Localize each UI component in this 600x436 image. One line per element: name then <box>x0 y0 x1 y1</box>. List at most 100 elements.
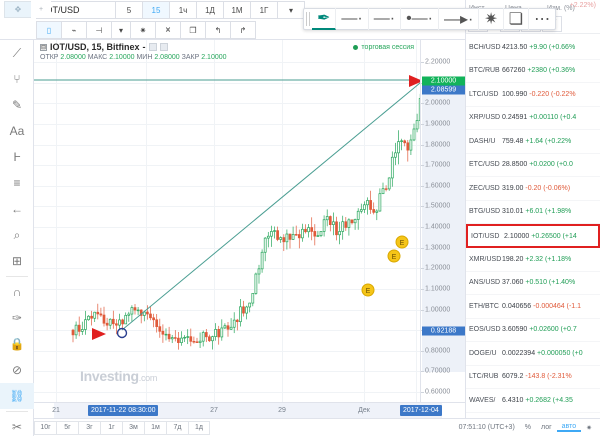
event-marker[interactable]: E <box>395 235 409 249</box>
undo-icon[interactable]: ↰ <box>205 21 231 39</box>
range-1г[interactable]: 1г <box>100 420 122 435</box>
templates-icon[interactable]: ❐ <box>180 21 206 39</box>
line-end-arrow-icon[interactable]: —▸· <box>439 8 480 30</box>
event-marker[interactable]: E <box>387 249 401 263</box>
line-style-dashed-icon[interactable]: —· <box>369 8 402 30</box>
percent-scale-button[interactable]: % <box>524 424 532 431</box>
indicators-gear-icon[interactable]: ✷ <box>130 21 156 39</box>
watchlist-row[interactable]: LTC/RUB 6079.2 -143.8 (-2.31% <box>466 366 600 389</box>
compare-icon[interactable]: ⩙ <box>155 21 181 39</box>
time-axis[interactable]: 21242729Дек3 2017-11-22 08:30:00 2017-12… <box>34 402 465 419</box>
watchlist-row[interactable]: ZEC/USD 319.00 -0.20 (-0.06%) <box>466 177 600 201</box>
cut-icon[interactable]: ✂ <box>11 420 23 434</box>
pattern-icon[interactable]: Ⱶ <box>13 150 21 164</box>
watchlist-row[interactable]: ANS/USD 37.060 +0.510 (+1.40% <box>466 272 600 295</box>
entry-anchor-point[interactable] <box>116 327 128 339</box>
line-chart-icon[interactable]: ⌁ <box>61 21 87 39</box>
last-time-badge: 2017-12-04 <box>400 405 442 416</box>
open-value: 2.08000 <box>60 54 86 61</box>
redo-icon[interactable]: ↱ <box>230 21 256 39</box>
lock-icon[interactable]: 🔒 <box>9 337 25 351</box>
chart-drawings[interactable] <box>34 40 420 402</box>
range-10г[interactable]: 10г <box>34 420 56 435</box>
chart-settings-icon[interactable]: ✷ <box>586 424 592 432</box>
range-3г[interactable]: 3г <box>78 420 100 435</box>
zoom-icon[interactable]: ⌕ <box>13 227 21 242</box>
hide-drawings-icon[interactable]: ⊘ <box>11 363 23 377</box>
watchlist-row[interactable]: DASH/U 759.48 +1.64 (+0.22% <box>466 130 600 154</box>
timeframe-15[interactable]: 15 <box>142 1 170 19</box>
entry-arrow-icon[interactable] <box>92 328 106 340</box>
watchlist-row[interactable]: BTG/USD 310.01 +6.01 (+1.98% <box>466 201 600 224</box>
sync-drawings-icon[interactable]: ⛓ <box>0 383 34 409</box>
watchlist-row[interactable]: ETC/USD 28.8500 +0.0200 (+0.0 <box>466 154 600 177</box>
watchlist-row[interactable]: LTC/USD 100.990 -0.220 (-0.22% <box>466 83 600 107</box>
target-arrow-icon[interactable] <box>409 75 420 87</box>
price-chart[interactable]: ⊟ IOT/USD, 15, Bitfinex - ОТКР 2.08000 М… <box>34 40 420 402</box>
trendline-icon[interactable]: ⟋ <box>12 45 22 60</box>
brush-icon[interactable]: ✎ <box>11 98 23 112</box>
watchlist-row[interactable]: XMR/USD 198.20 +2.32 (+1.18% <box>466 248 600 272</box>
watchlist-row[interactable]: WAVES/6.4310 +0.2682 (+4.35 <box>466 389 600 413</box>
magnet-icon[interactable]: ∩ <box>12 285 22 299</box>
legend-toggle-icon[interactable] <box>148 43 157 51</box>
line-style-solid-icon[interactable]: —· <box>336 8 369 30</box>
auto-scale-button[interactable]: авто <box>556 423 582 432</box>
settings-gear-icon[interactable]: ✷ <box>479 8 504 30</box>
arrow-icon[interactable]: ← <box>11 202 23 216</box>
range-1д[interactable]: 1д <box>188 420 210 435</box>
watchlist-row[interactable]: ETH/BTC 0.040656 -0.000464 (-1.1 <box>466 295 600 319</box>
bars-icon[interactable]: ⊣ <box>86 21 112 39</box>
timeframe-1М[interactable]: 1М <box>223 1 251 19</box>
watchlist-price: 100.990 <box>502 90 530 98</box>
watchlist-symbol: LTC/USD <box>469 90 499 98</box>
timeframe-1Г[interactable]: 1Г <box>250 1 278 19</box>
more-icon[interactable]: ⋯ <box>534 11 551 28</box>
range-1м[interactable]: 1м <box>144 420 166 435</box>
watchlist-row[interactable]: DOGE/U 0.0022394 +0.000050 (+0 <box>466 342 600 366</box>
text-icon[interactable]: Aa <box>9 124 25 138</box>
timeframe-▾[interactable]: ▾ <box>277 1 305 19</box>
price-tick-label: 1.80000 <box>425 141 451 148</box>
event-marker[interactable]: E <box>361 283 375 297</box>
timeframe-1Д[interactable]: 1Д <box>196 1 224 19</box>
legend-settings-icon[interactable] <box>159 43 168 51</box>
price-axis[interactable]: 2.20000 2.10000 2.00000 1.90000 1.80000 1.700… <box>420 40 465 402</box>
watchlist-row[interactable]: EOS/USD 3.60590 +0.02600 (+0.7 <box>466 319 600 342</box>
toolbar-drag-handle[interactable] <box>306 12 310 26</box>
pen-color-icon[interactable]: ✒ <box>312 8 337 30</box>
line-start-arrow-icon[interactable]: •—· <box>401 8 439 30</box>
range-5г[interactable]: 5г <box>56 420 78 435</box>
range-3м[interactable]: 3м <box>122 420 144 435</box>
watchlist-row[interactable]: XRP/USD 0.24591 +0.00110 (+0.4 <box>466 107 600 130</box>
timeframe-5[interactable]: 5 <box>115 1 143 19</box>
fib-levels-icon[interactable]: ≡ <box>13 176 21 190</box>
pitchfork-icon[interactable]: ⑂ <box>13 72 21 86</box>
event-markers[interactable]: E E E <box>34 40 420 402</box>
time-tick-label: 27 <box>210 407 218 414</box>
watchlist-row[interactable]: BCH/USD 4213.50 +9.90 (+0.66% <box>466 36 600 60</box>
eraser-icon[interactable]: ✑ <box>11 311 23 325</box>
watchlist-change: +1.64 (+0.22% <box>525 137 572 145</box>
log-scale-button[interactable]: лог <box>541 424 552 431</box>
trendline[interactable] <box>121 78 420 331</box>
watchlist-price: 37.060 <box>502 279 526 287</box>
chart-title-row: ⊟ IOT/USD, 15, Bitfinex - <box>40 42 227 52</box>
move-chart-icon[interactable]: ✥ <box>4 1 32 18</box>
watchlist-quote: 6.4310 +0.2682 (+4.35 <box>502 397 597 404</box>
watchlist-price: 0.040656 <box>502 302 534 310</box>
range-7д[interactable]: 7д <box>166 420 188 435</box>
measure-icon[interactable]: ⊞ <box>11 254 23 268</box>
collapse-icon[interactable]: ⊟ <box>40 43 47 51</box>
timeframe-1ч[interactable]: 1ч <box>169 1 197 19</box>
watchlist-row[interactable]: IOT/USD 2.10000 +0.26500 (+14 <box>466 224 600 248</box>
chart-type-dropdown-icon[interactable]: ▾ <box>111 21 131 39</box>
price-axis-highlight <box>422 84 465 372</box>
price-tick-label: 1.60000 <box>425 182 451 190</box>
move-dropdown-icon[interactable]: + <box>31 1 51 18</box>
price-tick-mark <box>421 309 424 311</box>
clone-icon[interactable]: ❏ <box>504 8 530 30</box>
watchlist-row[interactable]: BTC/RUB 667260 +2380 (+0.36% <box>466 60 600 83</box>
candles-icon[interactable]: ▯ <box>36 21 62 39</box>
